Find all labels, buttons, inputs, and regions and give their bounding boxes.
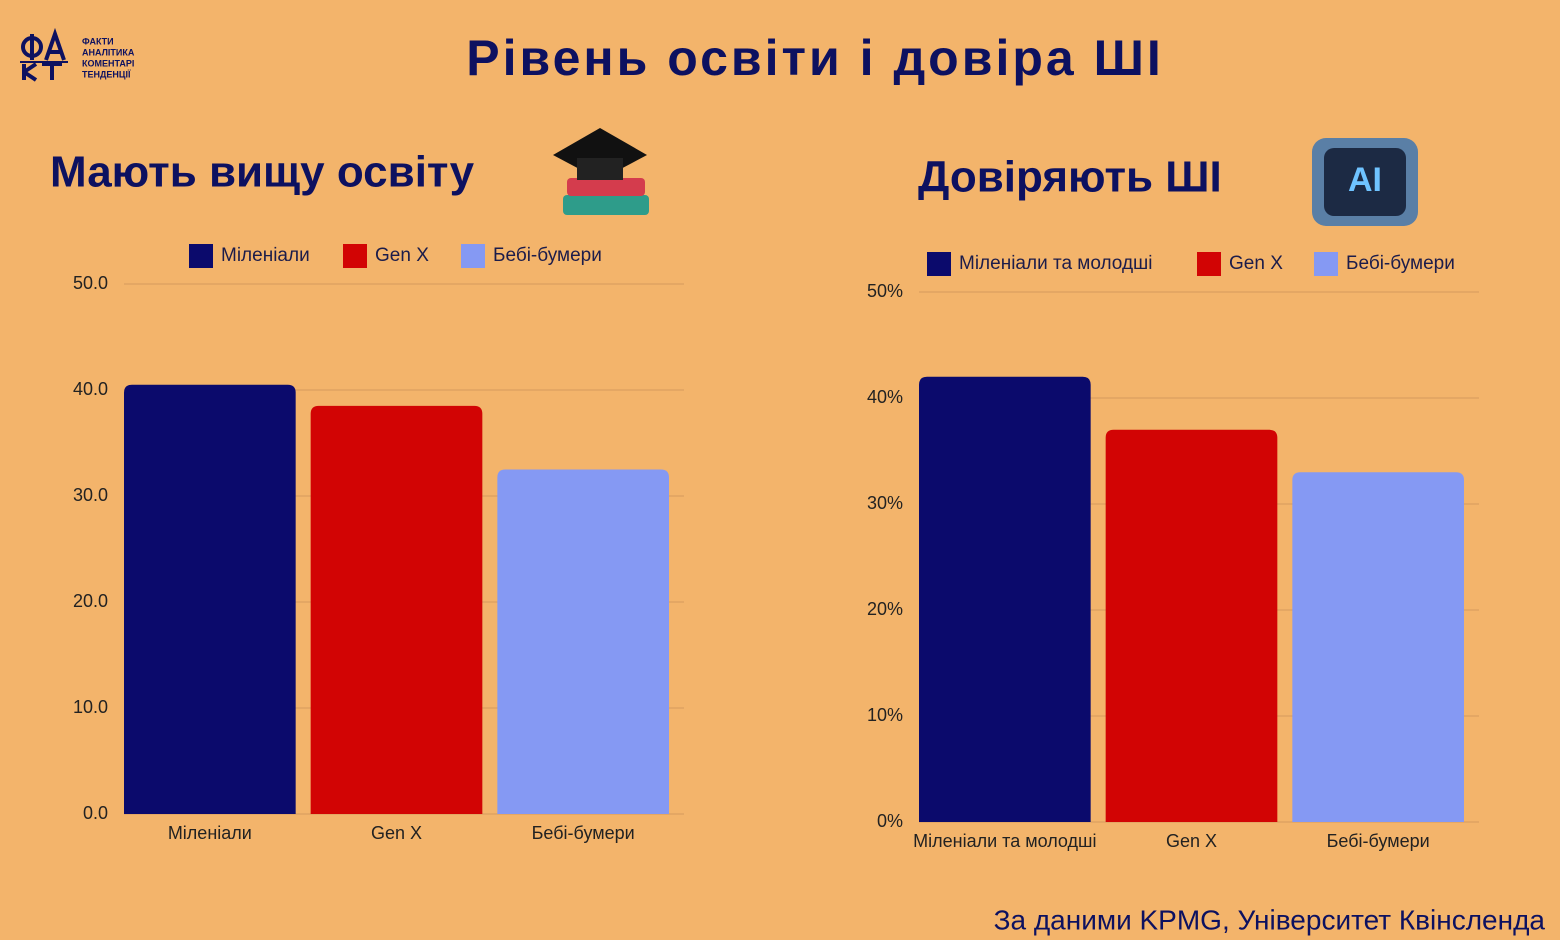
- legend-swatch: [1314, 252, 1338, 276]
- legend-label: Бебі-бумери: [1346, 253, 1455, 274]
- legend-label: Бебі-бумери: [493, 245, 602, 266]
- y-tick-label: 40.0: [73, 379, 108, 399]
- legend-swatch: [927, 252, 951, 276]
- bar: [1292, 472, 1464, 822]
- chart-title: Довіряють ШІ: [918, 153, 1222, 202]
- books-icon: [553, 128, 649, 215]
- x-tick-label: Міленіали: [168, 823, 252, 843]
- y-tick-label: 20%: [867, 599, 903, 619]
- x-tick-label: Бебі-бумери: [1327, 831, 1430, 851]
- logo-line: ТЕНДЕНЦІЇ: [82, 69, 131, 79]
- legend-label: Міленіали: [221, 245, 310, 266]
- y-tick-label: 0%: [877, 811, 903, 831]
- x-tick-label: Бебі-бумери: [532, 823, 635, 843]
- logo-mark: [20, 27, 68, 82]
- legend-swatch: [1197, 252, 1221, 276]
- y-tick-label: 10%: [867, 705, 903, 725]
- y-tick-label: 10.0: [73, 697, 108, 717]
- y-tick-label: 40%: [867, 387, 903, 407]
- x-tick-label: Міленіали та молодші: [913, 831, 1096, 851]
- logo-line: ФАКТИ: [82, 36, 114, 46]
- x-tick-label: Gen X: [371, 823, 422, 843]
- logo-line: КОМЕНТАРІ: [82, 58, 134, 68]
- legend-label: Gen X: [375, 245, 429, 266]
- bar: [1105, 429, 1278, 822]
- y-tick-label: 30.0: [73, 485, 108, 505]
- bar: [310, 405, 483, 814]
- x-tick-label: Gen X: [1166, 831, 1217, 851]
- y-tick-label: 50%: [867, 281, 903, 301]
- y-tick-label: 20.0: [73, 591, 108, 611]
- chart-title: Мають вищу освіту: [50, 148, 475, 197]
- svg-text:AI: AI: [1348, 161, 1382, 199]
- y-tick-label: 50.0: [73, 273, 108, 293]
- legend-label: Gen X: [1229, 253, 1283, 274]
- legend-swatch: [343, 244, 367, 268]
- bar: [497, 469, 669, 814]
- legend-swatch: [461, 244, 485, 268]
- ai-chip-icon: AI: [1312, 138, 1418, 226]
- logo-line: АНАЛІТИКА: [82, 47, 135, 57]
- bar: [124, 384, 296, 814]
- bar: [919, 376, 1091, 822]
- y-tick-label: 30%: [867, 493, 903, 513]
- legend-label: Міленіали та молодші: [959, 253, 1153, 274]
- legend-swatch: [189, 244, 213, 268]
- main-title: Рівень освіти і довіра ШІ: [466, 30, 1163, 86]
- source: За даними KPMG, Університет Квінсленда: [994, 904, 1546, 935]
- y-tick-label: 0.0: [83, 803, 108, 823]
